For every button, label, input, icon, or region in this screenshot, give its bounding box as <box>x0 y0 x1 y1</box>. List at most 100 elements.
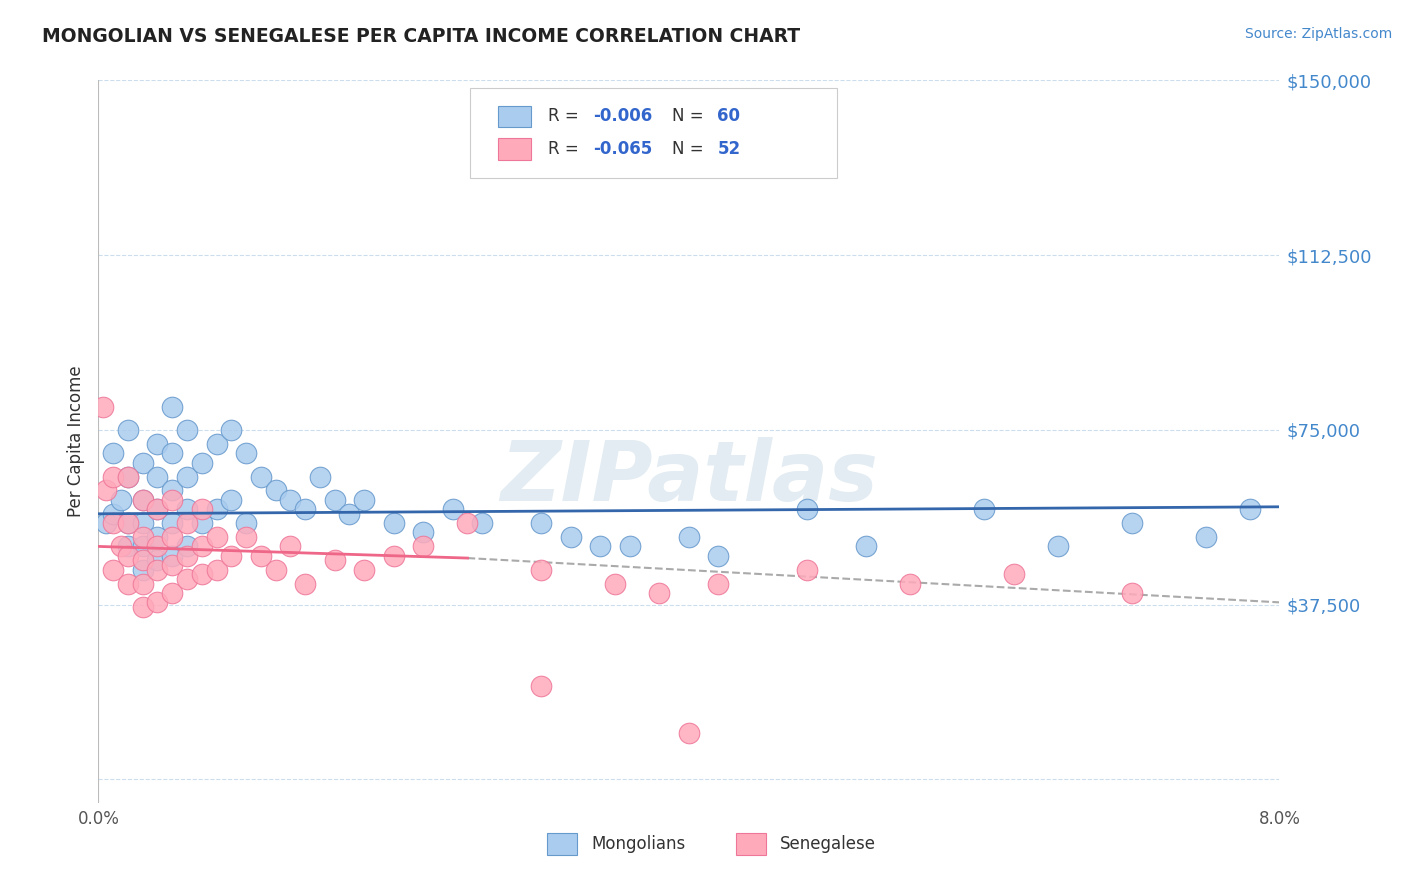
Point <box>382 549 405 563</box>
Point <box>678 726 700 740</box>
Point <box>176 423 198 437</box>
Point <box>855 540 877 554</box>
Point <box>221 423 243 437</box>
Point <box>382 516 405 530</box>
Point <box>132 600 155 615</box>
Point <box>117 516 139 530</box>
Point <box>117 576 139 591</box>
Point <box>191 567 214 582</box>
Point <box>162 483 183 498</box>
Point <box>162 558 183 572</box>
Point <box>176 469 198 483</box>
Point <box>103 563 125 577</box>
Point <box>162 549 183 563</box>
Point <box>191 502 214 516</box>
Point <box>648 586 671 600</box>
Point <box>91 400 114 414</box>
Point <box>132 576 155 591</box>
Point <box>323 553 346 567</box>
Point <box>191 516 214 530</box>
Point <box>176 502 198 516</box>
Point <box>1195 530 1218 544</box>
Point <box>205 563 228 577</box>
Point <box>110 492 132 507</box>
Point <box>235 446 257 460</box>
Text: 60: 60 <box>717 107 741 126</box>
Point <box>162 400 183 414</box>
Point <box>146 595 169 609</box>
Text: ZIPatlas: ZIPatlas <box>501 437 877 518</box>
Point <box>530 563 553 577</box>
Text: R =: R = <box>548 140 585 158</box>
Point <box>221 492 243 507</box>
Text: R =: R = <box>548 107 585 126</box>
Point <box>457 516 479 530</box>
Point <box>117 469 139 483</box>
Point <box>162 492 183 507</box>
Point <box>117 516 139 530</box>
Point <box>162 586 183 600</box>
Point <box>707 549 730 563</box>
Point <box>205 437 228 451</box>
Point <box>280 492 302 507</box>
Point <box>146 502 169 516</box>
Point <box>146 563 169 577</box>
Point <box>973 502 995 516</box>
Point <box>132 492 155 507</box>
Point <box>530 679 553 693</box>
Point <box>530 516 553 530</box>
Point <box>103 507 125 521</box>
Point <box>707 576 730 591</box>
Point <box>796 563 818 577</box>
Point <box>162 530 183 544</box>
Point <box>605 576 627 591</box>
Point <box>132 456 155 470</box>
Point <box>323 492 346 507</box>
Point <box>1121 516 1143 530</box>
Point <box>250 549 273 563</box>
Point <box>132 553 155 567</box>
Point <box>162 446 183 460</box>
Point <box>264 563 287 577</box>
Bar <box>498 138 530 160</box>
Point <box>221 549 243 563</box>
Point <box>117 549 139 563</box>
Point <box>103 446 125 460</box>
FancyBboxPatch shape <box>471 87 837 178</box>
Point <box>176 516 198 530</box>
Point <box>280 540 302 554</box>
Point <box>412 540 434 554</box>
Point <box>146 553 169 567</box>
Point <box>205 502 228 516</box>
Point <box>146 540 169 554</box>
Point <box>471 516 494 530</box>
Point <box>132 540 155 554</box>
Point <box>205 530 228 544</box>
Text: -0.006: -0.006 <box>593 107 652 126</box>
Point <box>1239 502 1261 516</box>
Point <box>560 530 582 544</box>
Bar <box>737 833 766 855</box>
Point <box>412 525 434 540</box>
Point <box>94 483 117 498</box>
Point <box>339 507 361 521</box>
Point <box>146 437 169 451</box>
Text: N =: N = <box>672 107 709 126</box>
Text: N =: N = <box>672 140 709 158</box>
Point <box>235 516 257 530</box>
Point <box>103 516 125 530</box>
Point <box>353 492 375 507</box>
Point <box>117 423 139 437</box>
Point <box>294 502 316 516</box>
Text: MONGOLIAN VS SENEGALESE PER CAPITA INCOME CORRELATION CHART: MONGOLIAN VS SENEGALESE PER CAPITA INCOM… <box>42 27 800 45</box>
Point <box>619 540 641 554</box>
Point <box>796 502 818 516</box>
Point <box>235 530 257 544</box>
Point <box>678 530 700 544</box>
Bar <box>547 833 576 855</box>
Text: 52: 52 <box>717 140 741 158</box>
Point <box>117 469 139 483</box>
Point <box>146 502 169 516</box>
Point <box>191 540 214 554</box>
Point <box>441 502 464 516</box>
